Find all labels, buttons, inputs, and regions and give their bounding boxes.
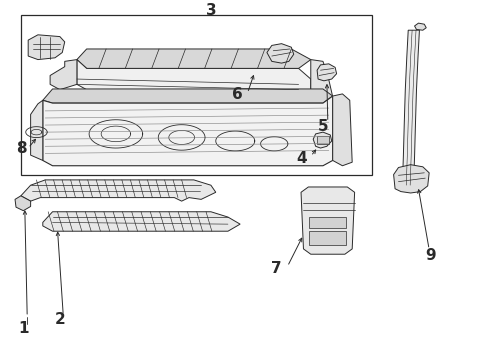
Polygon shape (402, 30, 419, 185)
Polygon shape (50, 60, 77, 90)
Polygon shape (333, 94, 352, 166)
Polygon shape (77, 49, 311, 68)
Polygon shape (415, 23, 426, 30)
Text: 6: 6 (232, 87, 243, 103)
Polygon shape (43, 212, 240, 231)
Polygon shape (313, 132, 332, 148)
Polygon shape (21, 180, 216, 201)
Polygon shape (267, 44, 294, 63)
Text: 1: 1 (18, 321, 28, 336)
Text: 3: 3 (206, 3, 216, 18)
Polygon shape (301, 187, 355, 254)
Polygon shape (28, 35, 65, 60)
Text: 5: 5 (318, 119, 328, 134)
Polygon shape (317, 64, 337, 81)
Polygon shape (309, 217, 346, 228)
Polygon shape (311, 60, 333, 100)
Polygon shape (30, 100, 43, 161)
Polygon shape (43, 89, 333, 103)
Polygon shape (43, 96, 333, 166)
Polygon shape (317, 136, 329, 144)
Polygon shape (77, 60, 311, 93)
Text: 2: 2 (54, 312, 65, 327)
Text: 4: 4 (296, 151, 307, 166)
Text: 7: 7 (271, 261, 282, 276)
Text: 9: 9 (425, 248, 436, 264)
Polygon shape (15, 196, 30, 211)
Text: 8: 8 (17, 140, 27, 156)
Polygon shape (393, 165, 429, 193)
Polygon shape (309, 231, 346, 246)
